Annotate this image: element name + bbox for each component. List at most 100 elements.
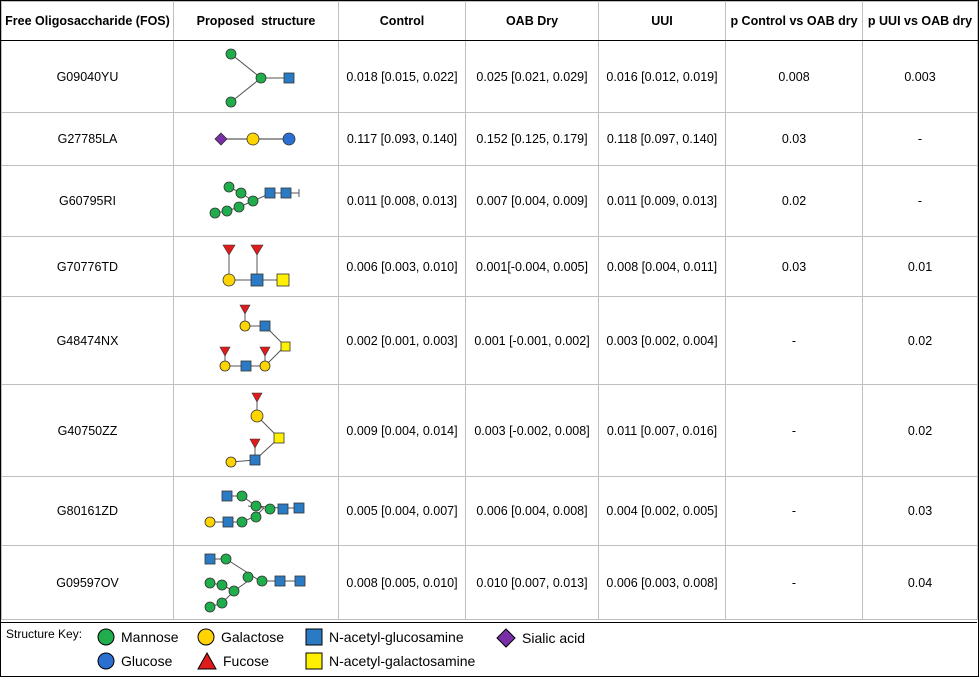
p-control-vs-oab: -	[725, 476, 863, 546]
galactose-residue	[246, 132, 260, 146]
key-label: Mannose	[121, 629, 179, 645]
p-uui-vs-oab: -	[862, 165, 978, 237]
p-control-vs-oab: -	[725, 384, 863, 477]
galnac-icon	[305, 652, 323, 670]
galnac-residue	[276, 273, 290, 286]
p-uui-vs-oab: 0.02	[862, 296, 978, 385]
galactose-residue	[204, 516, 216, 528]
oab-dry-value: 0.025 [0.021, 0.029]	[465, 40, 599, 113]
p-control-vs-oab: -	[725, 545, 863, 620]
structure-cell	[173, 296, 339, 385]
control-value: 0.018 [0.015, 0.022]	[338, 40, 466, 113]
galnac-residue	[280, 341, 291, 351]
header-fos: Free Oligosaccharide (FOS)	[1, 1, 174, 41]
control-value: 0.005 [0.004, 0.007]	[338, 476, 466, 546]
mannose-residue	[247, 195, 259, 207]
fos-id: G09597OV	[1, 545, 174, 620]
mannose-residue	[223, 181, 235, 193]
fucose-residue	[219, 346, 231, 357]
galactose-residue	[222, 273, 236, 286]
control-value: 0.002 [0.001, 0.003]	[338, 296, 466, 385]
oab-dry-value: 0.007 [0.004, 0.009]	[465, 165, 599, 237]
uui-value: 0.006 [0.003, 0.008]	[598, 545, 726, 620]
uui-value: 0.016 [0.012, 0.019]	[598, 40, 726, 113]
mannose-residue	[225, 96, 237, 107]
glcnac-residue	[294, 575, 306, 586]
key-label: Sialic acid	[522, 630, 586, 646]
mannose-residue	[204, 601, 216, 612]
key-item-fucose: Fucose	[197, 652, 269, 670]
galactose-icon	[197, 628, 215, 646]
mannose-residue	[204, 577, 216, 588]
fos-id: G09040YU	[1, 40, 174, 113]
control-value: 0.006 [0.003, 0.010]	[338, 236, 466, 297]
mannose-residue	[220, 553, 232, 564]
oab-dry-value: 0.001 [-0.001, 0.002]	[465, 296, 599, 385]
oab-dry-value: 0.152 [0.125, 0.179]	[465, 112, 599, 166]
structure-cell	[173, 165, 339, 237]
glcnac-residue	[204, 553, 216, 564]
key-item-glcnac: N-acetyl-glucosamine	[305, 628, 464, 646]
fos-id: G40750ZZ	[1, 384, 174, 477]
glcnac-residue	[250, 273, 264, 286]
p-control-vs-oab: 0.03	[725, 112, 863, 166]
key-label: Glucose	[121, 653, 173, 669]
oab-dry-value: 0.010 [0.007, 0.013]	[465, 545, 599, 620]
galactose-residue	[239, 320, 251, 331]
mannose-residue	[242, 571, 254, 582]
mannose-residue	[255, 72, 267, 83]
p-uui-vs-oab: 0.003	[862, 40, 978, 113]
header-control: Control	[338, 1, 466, 41]
key-item-glucose: Glucose	[97, 652, 172, 670]
mannose-residue	[216, 579, 228, 590]
structure-cell	[173, 384, 339, 477]
fos-id: G27785LA	[1, 112, 174, 166]
fucose-residue	[250, 244, 264, 256]
galnac-residue	[273, 432, 285, 443]
table-row: G60795RI 0.011 [0.008, 0.013] 0.007	[1, 165, 978, 237]
structure-cell	[173, 545, 339, 620]
table-row: G80161ZD 0.005 [0.0	[1, 476, 978, 546]
glycan-structure	[225, 48, 295, 107]
structure-cell	[173, 476, 339, 546]
header-uui: UUI	[598, 1, 726, 41]
mannose-residue	[250, 511, 262, 523]
key-label: Fucose	[223, 653, 269, 669]
fucose-residue	[222, 244, 236, 256]
fucose-residue	[239, 304, 251, 315]
mannose-residue	[250, 500, 262, 512]
header-oab-dry: OAB Dry	[465, 1, 599, 41]
key-item-mannose: Mannose	[97, 628, 179, 646]
table-row: G09597OV	[1, 545, 978, 620]
header-p-uui-vs-oab: p UUI vs OAB dry	[862, 1, 978, 41]
glycan-structure	[225, 392, 285, 467]
glucose-residue	[282, 132, 296, 146]
glycan-structure	[204, 553, 306, 612]
key-item-sialic: Sialic acid	[496, 628, 585, 648]
fucose-icon	[197, 652, 217, 670]
galactose-residue	[250, 409, 264, 422]
key-item-galactose: Galactose	[197, 628, 284, 646]
uui-value: 0.008 [0.004, 0.011]	[598, 236, 726, 297]
control-value: 0.008 [0.005, 0.010]	[338, 545, 466, 620]
mannose-icon	[97, 628, 115, 646]
galactose-residue	[219, 360, 231, 371]
mannose-residue	[225, 48, 237, 59]
fos-id: G48474NX	[1, 296, 174, 385]
sialic-acid-residue	[214, 132, 228, 146]
glcnac-residue	[259, 320, 271, 331]
structure-cell	[173, 40, 339, 113]
mannose-residue	[236, 490, 248, 502]
structure-cell	[173, 236, 339, 297]
glcnac-residue	[277, 503, 289, 515]
p-uui-vs-oab: 0.03	[862, 476, 978, 546]
header-p-control-vs-oab: p Control vs OAB dry	[725, 1, 863, 41]
oab-dry-value: 0.006 [0.004, 0.008]	[465, 476, 599, 546]
table-row: G40750ZZ 0.009 [0.004, 0.014] 0.003 [-0.…	[1, 384, 978, 477]
glycan-structure	[209, 181, 300, 219]
fos-id: G70776TD	[1, 236, 174, 297]
fucose-residue	[251, 392, 263, 403]
glycan-structure	[222, 244, 290, 286]
sialic-acid-icon	[496, 628, 516, 648]
p-uui-vs-oab: 0.04	[862, 545, 978, 620]
